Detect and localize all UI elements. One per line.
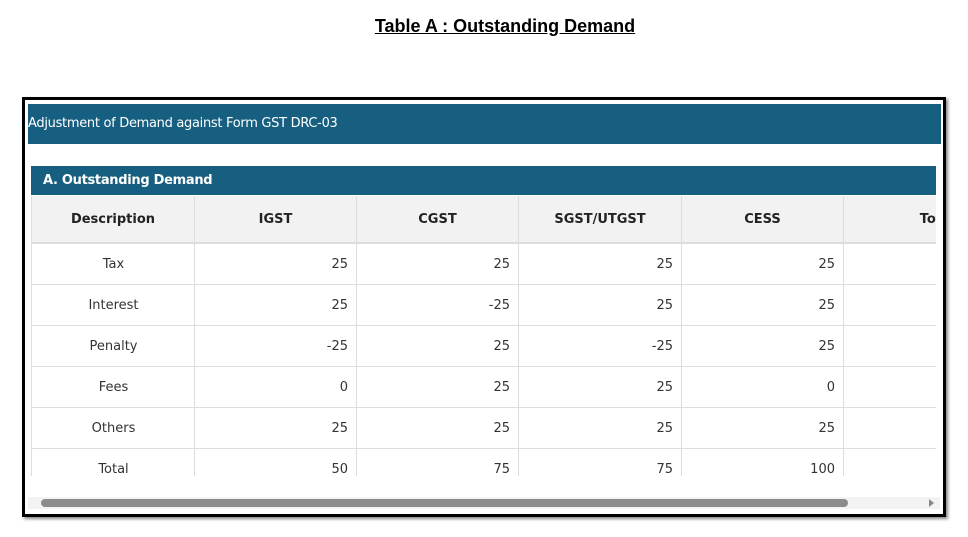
table-row: Others 25 25 25 25	[31, 407, 936, 449]
cell: 25	[518, 407, 682, 449]
cell: 25	[194, 407, 357, 449]
section-title: A. Outstanding Demand	[31, 166, 936, 195]
cell: -25	[356, 284, 519, 326]
table-row: Fees 0 25 25 0	[31, 366, 936, 408]
cell: 25	[356, 407, 519, 449]
empty-cell	[843, 325, 936, 367]
empty-cell	[843, 243, 936, 285]
cell: 25	[518, 284, 682, 326]
empty-cell	[843, 448, 936, 476]
row-label: Others	[31, 407, 195, 449]
panel: Adjustment of Demand against Form GST DR…	[22, 97, 946, 517]
empty-cell	[843, 407, 936, 449]
cell: -25	[518, 325, 682, 367]
table-row: Tax 25 25 25 25	[31, 243, 936, 285]
scroll-thumb[interactable]	[41, 499, 848, 507]
column-header: Description	[31, 196, 195, 244]
cell: 25	[681, 407, 844, 449]
cell: 25	[681, 243, 844, 285]
cell: 25	[194, 243, 357, 285]
cell: 75	[518, 448, 682, 476]
column-header: Total	[843, 196, 936, 244]
empty-cell	[843, 366, 936, 408]
cell: 25	[356, 243, 519, 285]
row-label: Total	[31, 448, 195, 476]
column-header: CESS	[681, 196, 844, 244]
row-label: Penalty	[31, 325, 195, 367]
cell: 100	[681, 448, 844, 476]
table-row: Total 50 75 75 100	[31, 448, 936, 476]
row-label: Interest	[31, 284, 195, 326]
column-header: IGST	[194, 196, 357, 244]
cell: 25	[681, 325, 844, 367]
column-header: CGST	[356, 196, 519, 244]
cell: 75	[356, 448, 519, 476]
scroll-arrow[interactable]	[929, 499, 934, 507]
cell: 25	[681, 284, 844, 326]
cell: 50	[194, 448, 357, 476]
table-row: Interest 25 -25 25 25	[31, 284, 936, 326]
cell: 25	[356, 325, 519, 367]
panel-title: Adjustment of Demand against Form GST DR…	[28, 104, 941, 144]
column-header: SGST/UTGST	[518, 196, 682, 244]
row-label: Tax	[31, 243, 195, 285]
cell: 25	[518, 243, 682, 285]
cell: 0	[681, 366, 844, 408]
row-label: Fees	[31, 366, 195, 408]
cell: 25	[194, 284, 357, 326]
cell: 25	[518, 366, 682, 408]
cell: -25	[194, 325, 357, 367]
cell: 25	[356, 366, 519, 408]
empty-cell	[843, 284, 936, 326]
cell: 0	[194, 366, 357, 408]
scrollbar[interactable]	[28, 497, 940, 509]
table-row: Penalty -25 25 -25 25	[31, 325, 936, 367]
heading: Table A : Outstanding Demand	[374, 16, 636, 36]
